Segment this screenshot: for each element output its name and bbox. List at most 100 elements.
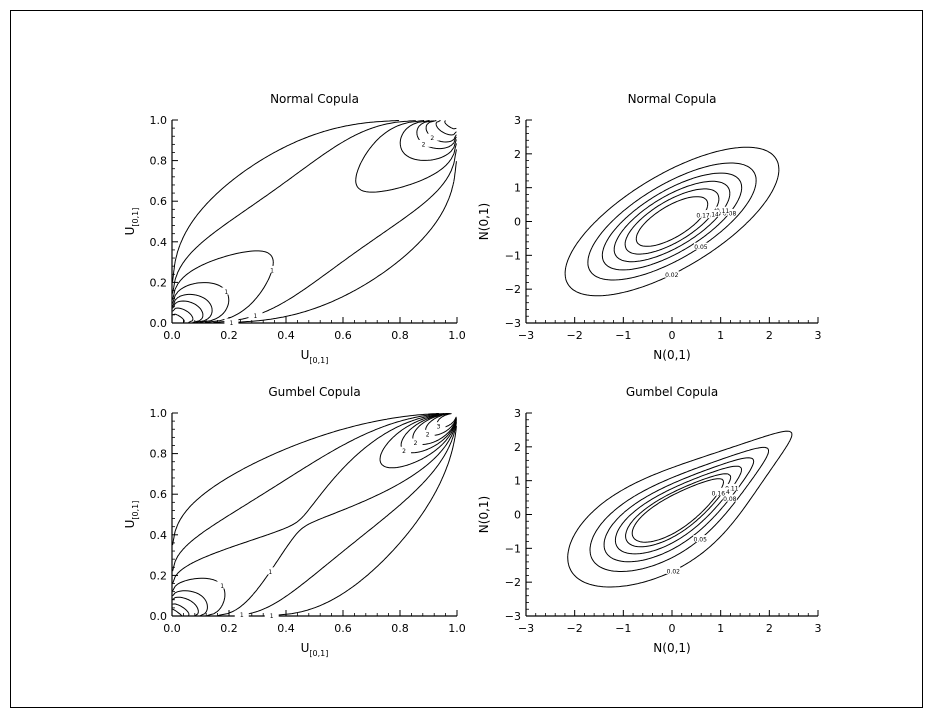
y-tick-label: −3	[505, 610, 521, 623]
y-axis-label: N(0,1)	[477, 203, 491, 240]
contour-label: 0.08	[723, 496, 737, 503]
contour-level-5	[172, 120, 457, 323]
x-tick-label: 1.0	[448, 329, 466, 342]
y-axis-label-main: U	[123, 520, 137, 529]
y-tick-label: 2	[514, 441, 521, 454]
contour-level-5	[625, 473, 732, 548]
contour-level-4	[172, 413, 457, 616]
contour-level-2	[587, 162, 757, 281]
contour-label: 0.05	[694, 537, 708, 544]
contour-label-bg	[666, 566, 681, 574]
y-tick-label: 0.2	[150, 569, 168, 582]
contour-label: 0.08	[723, 210, 737, 217]
contour-label: 1	[224, 289, 228, 296]
contour-level-3	[603, 457, 755, 563]
x-tick-label: −1	[615, 329, 631, 342]
chart-panel-4: Gumbel Copula −3 −2 −1 0 1 2 3 −3 −2 −1 0 1 2 3 N(0,1) N…	[477, 385, 822, 655]
contour-level-1	[567, 430, 793, 588]
y-tick-label: 1.0	[150, 114, 168, 127]
contour-label: 2	[426, 431, 430, 438]
x-tick-label: 0	[669, 329, 676, 342]
x-tick-label: 2	[766, 622, 773, 635]
contour-label: 1	[270, 613, 274, 620]
contour-label-bg	[724, 483, 739, 491]
x-tick-label: 0.8	[391, 622, 409, 635]
x-tick-label: 0.4	[277, 329, 295, 342]
contour-lines	[567, 430, 793, 588]
y-tick-label: 0	[514, 216, 521, 229]
contour-lines	[172, 120, 457, 323]
x-tick-label: 0.4	[277, 622, 295, 635]
y-tick-label: −3	[505, 317, 521, 330]
y-tick-label: −2	[505, 576, 521, 589]
y-tick-label: 1	[514, 182, 521, 195]
x-tick-label: 0.0	[163, 329, 181, 342]
contour-lines	[564, 146, 780, 297]
contour-label-bg	[264, 611, 279, 619]
contour-label-bg	[219, 287, 234, 295]
contour-label-bg	[248, 311, 263, 319]
y-tick-label: 3	[514, 114, 521, 127]
y-tick-label: −1	[505, 542, 521, 555]
contour-level-2	[589, 446, 769, 572]
x-axis-label-main: U	[301, 641, 310, 655]
x-axis-label: U[0,1]	[301, 348, 329, 365]
y-axis-label-main: U	[123, 227, 137, 236]
y-tick-label: 0.0	[150, 317, 168, 330]
chart-panel-3: Gumbel Copula 0.0 0.2 0.4 0.6 0.8 1.0 0.0 0.2 0.4…	[123, 385, 466, 658]
contour-level-6	[172, 120, 457, 323]
x-tick-label: 3	[815, 622, 822, 635]
y-tick-label: 0.8	[150, 155, 168, 168]
contour-label-bg	[693, 535, 708, 543]
chart-title: Normal Copula	[628, 92, 717, 106]
y-tick-label: 0	[514, 509, 521, 522]
contour-label-bg	[408, 438, 423, 446]
contour-level-3	[172, 120, 457, 323]
y-tick-label: 1	[514, 475, 521, 488]
contour-label: 2	[430, 135, 434, 142]
y-axis-label-sub: [0,1]	[131, 208, 140, 227]
x-tick-label: 1	[717, 622, 724, 635]
x-tick-label: −2	[567, 622, 583, 635]
contour-label-bg	[705, 209, 720, 217]
x-axis-label: N(0,1)	[653, 348, 690, 362]
contour-label-bg	[416, 139, 431, 147]
y-tick-label: 0.8	[150, 448, 168, 461]
contour-labels: 0.02 0.05 0.080.110.140.17	[664, 206, 737, 279]
x-axis-label: U[0,1]	[301, 641, 329, 658]
contour-label: 1	[229, 320, 233, 327]
contour-level-5	[624, 188, 720, 255]
contour-level-5	[172, 413, 457, 616]
contour-level-2	[172, 120, 457, 323]
y-tick-label: −2	[505, 283, 521, 296]
x-tick-label: 0	[669, 622, 676, 635]
x-tick-label: 1.0	[448, 622, 466, 635]
contour-label: 0.11	[725, 485, 739, 492]
figure-frame	[10, 10, 923, 708]
contour-label-bg	[263, 567, 278, 575]
x-tick-label: 1	[717, 329, 724, 342]
x-axis-label-main: U	[301, 348, 310, 362]
x-tick-label: 2	[766, 329, 773, 342]
contour-level-1	[564, 146, 780, 297]
contour-label-bg	[664, 270, 679, 278]
contour-label: 0.11	[716, 208, 730, 215]
x-tick-label: 0.6	[334, 622, 352, 635]
contour-label-bg	[215, 581, 230, 589]
chart-title: Gumbel Copula	[626, 385, 718, 399]
contour-label: 0.02	[667, 568, 681, 575]
contour-level-6	[172, 413, 457, 616]
contour-label-bg	[420, 429, 435, 437]
chart-title: Normal Copula	[270, 92, 359, 106]
y-tick-label: 0.6	[150, 195, 168, 208]
x-tick-label: 0.2	[220, 329, 238, 342]
contour-label-bg	[693, 242, 708, 250]
contour-label: 2	[422, 141, 426, 148]
x-tick-label: 0.6	[334, 329, 352, 342]
contour-level-7	[172, 413, 457, 616]
x-axis-label-sub: [0,1]	[309, 356, 328, 365]
contour-label: 0.16	[712, 490, 726, 497]
x-axis-label-sub: [0,1]	[309, 649, 328, 658]
